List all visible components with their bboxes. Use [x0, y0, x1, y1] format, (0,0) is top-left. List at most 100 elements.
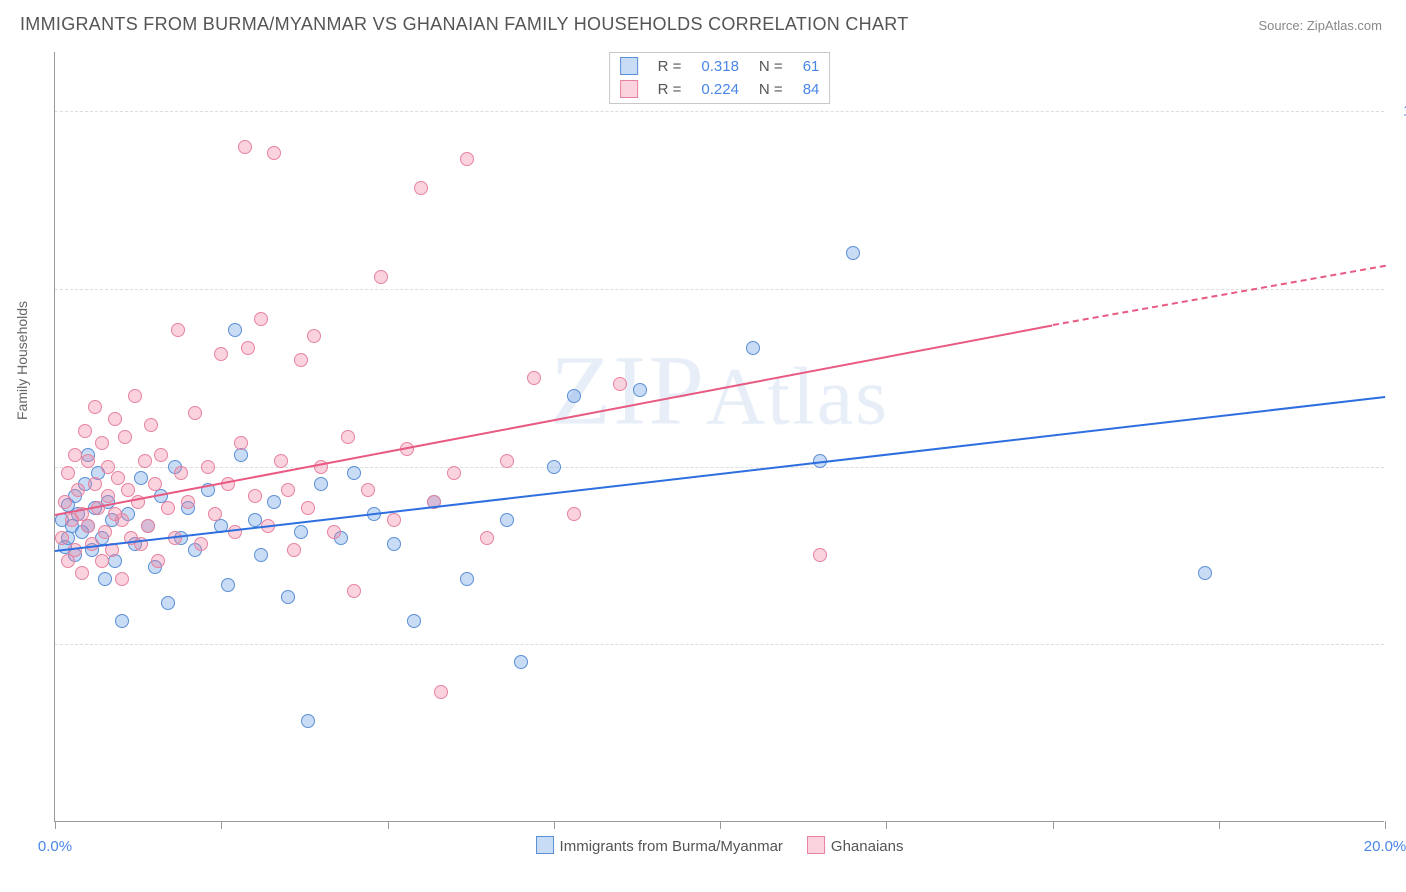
- scatter-point: [248, 513, 262, 527]
- scatter-point: [341, 430, 355, 444]
- x-tick: [1219, 821, 1220, 829]
- scatter-point: [567, 389, 581, 403]
- scatter-point: [414, 181, 428, 195]
- scatter-point: [254, 548, 268, 562]
- scatter-point: [294, 525, 308, 539]
- scatter-point: [101, 460, 115, 474]
- scatter-point: [287, 543, 301, 557]
- gridline: [55, 289, 1384, 290]
- scatter-point: [95, 436, 109, 450]
- scatter-point: [111, 471, 125, 485]
- scatter-point: [294, 353, 308, 367]
- scatter-point: [633, 383, 647, 397]
- x-tick-label: 0.0%: [38, 838, 72, 855]
- source-prefix: Source:: [1258, 18, 1306, 33]
- x-legend-swatch-1: [536, 836, 554, 854]
- scatter-point: [460, 572, 474, 586]
- scatter-point: [407, 614, 421, 628]
- scatter-point: [61, 466, 75, 480]
- scatter-point: [154, 448, 168, 462]
- scatter-point: [138, 454, 152, 468]
- scatter-point: [387, 513, 401, 527]
- scatter-point: [78, 424, 92, 438]
- scatter-point: [241, 341, 255, 355]
- scatter-point: [254, 312, 268, 326]
- x-legend-swatch-2: [807, 836, 825, 854]
- scatter-point: [81, 519, 95, 533]
- regression-line: [55, 396, 1385, 552]
- scatter-point: [228, 323, 242, 337]
- n-value-series1: 61: [793, 55, 830, 78]
- scatter-point: [480, 531, 494, 545]
- scatter-point: [374, 270, 388, 284]
- source-name: ZipAtlas.com: [1307, 18, 1382, 33]
- scatter-point: [301, 501, 315, 515]
- y-tick-label: 85.0%: [1394, 280, 1406, 297]
- scatter-point: [108, 412, 122, 426]
- scatter-point: [188, 406, 202, 420]
- x-tick: [720, 821, 721, 829]
- scatter-plot-area: ZIPAtlas R =0.318 N =61 R =0.224 N =84 I…: [54, 52, 1384, 822]
- scatter-point: [148, 477, 162, 491]
- scatter-point: [151, 554, 165, 568]
- scatter-point: [118, 430, 132, 444]
- scatter-point: [347, 584, 361, 598]
- scatter-point: [81, 454, 95, 468]
- scatter-point: [58, 495, 72, 509]
- r-value-series2: 0.224: [691, 78, 749, 101]
- scatter-point: [115, 614, 129, 628]
- scatter-point: [88, 477, 102, 491]
- scatter-point: [248, 489, 262, 503]
- scatter-point: [144, 418, 158, 432]
- x-legend-series1: Immigrants from Burma/Myanmar: [536, 836, 783, 855]
- scatter-point: [115, 513, 129, 527]
- scatter-point: [267, 146, 281, 160]
- gridline: [55, 111, 1384, 112]
- scatter-point: [234, 436, 248, 450]
- scatter-point: [95, 554, 109, 568]
- scatter-point: [514, 655, 528, 669]
- scatter-point: [161, 596, 175, 610]
- scatter-point: [500, 454, 514, 468]
- scatter-point: [88, 400, 102, 414]
- x-axis-legend: Immigrants from Burma/Myanmar Ghanaians: [536, 836, 904, 855]
- scatter-point: [547, 460, 561, 474]
- scatter-point: [327, 525, 341, 539]
- scatter-point: [460, 152, 474, 166]
- scatter-point: [447, 466, 461, 480]
- x-tick: [221, 821, 222, 829]
- scatter-point: [314, 477, 328, 491]
- x-tick: [1385, 821, 1386, 829]
- scatter-point: [274, 454, 288, 468]
- regression-line: [1052, 265, 1385, 326]
- r-value-series1: 0.318: [691, 55, 749, 78]
- scatter-point: [121, 483, 135, 497]
- scatter-point: [746, 341, 760, 355]
- scatter-point: [434, 685, 448, 699]
- scatter-point: [141, 519, 155, 533]
- scatter-point: [387, 537, 401, 551]
- x-tick: [1053, 821, 1054, 829]
- stats-legend: R =0.318 N =61 R =0.224 N =84: [609, 52, 831, 104]
- scatter-point: [281, 590, 295, 604]
- scatter-point: [71, 483, 85, 497]
- scatter-point: [134, 471, 148, 485]
- scatter-point: [98, 572, 112, 586]
- legend-swatch-series2: [620, 80, 638, 98]
- scatter-point: [221, 578, 235, 592]
- n-value-series2: 84: [793, 78, 830, 101]
- scatter-point: [115, 572, 129, 586]
- scatter-point: [267, 495, 281, 509]
- scatter-point: [201, 460, 215, 474]
- scatter-point: [85, 537, 99, 551]
- scatter-point: [181, 495, 195, 509]
- scatter-point: [171, 323, 185, 337]
- y-tick-label: 100.0%: [1394, 103, 1406, 120]
- scatter-point: [98, 525, 112, 539]
- x-legend-label-1: Immigrants from Burma/Myanmar: [560, 838, 783, 855]
- watermark: ZIPAtlas: [550, 333, 889, 448]
- x-tick: [388, 821, 389, 829]
- scatter-point: [214, 347, 228, 361]
- legend-row-series2: R =0.224 N =84: [610, 78, 830, 101]
- regression-line: [55, 324, 1053, 516]
